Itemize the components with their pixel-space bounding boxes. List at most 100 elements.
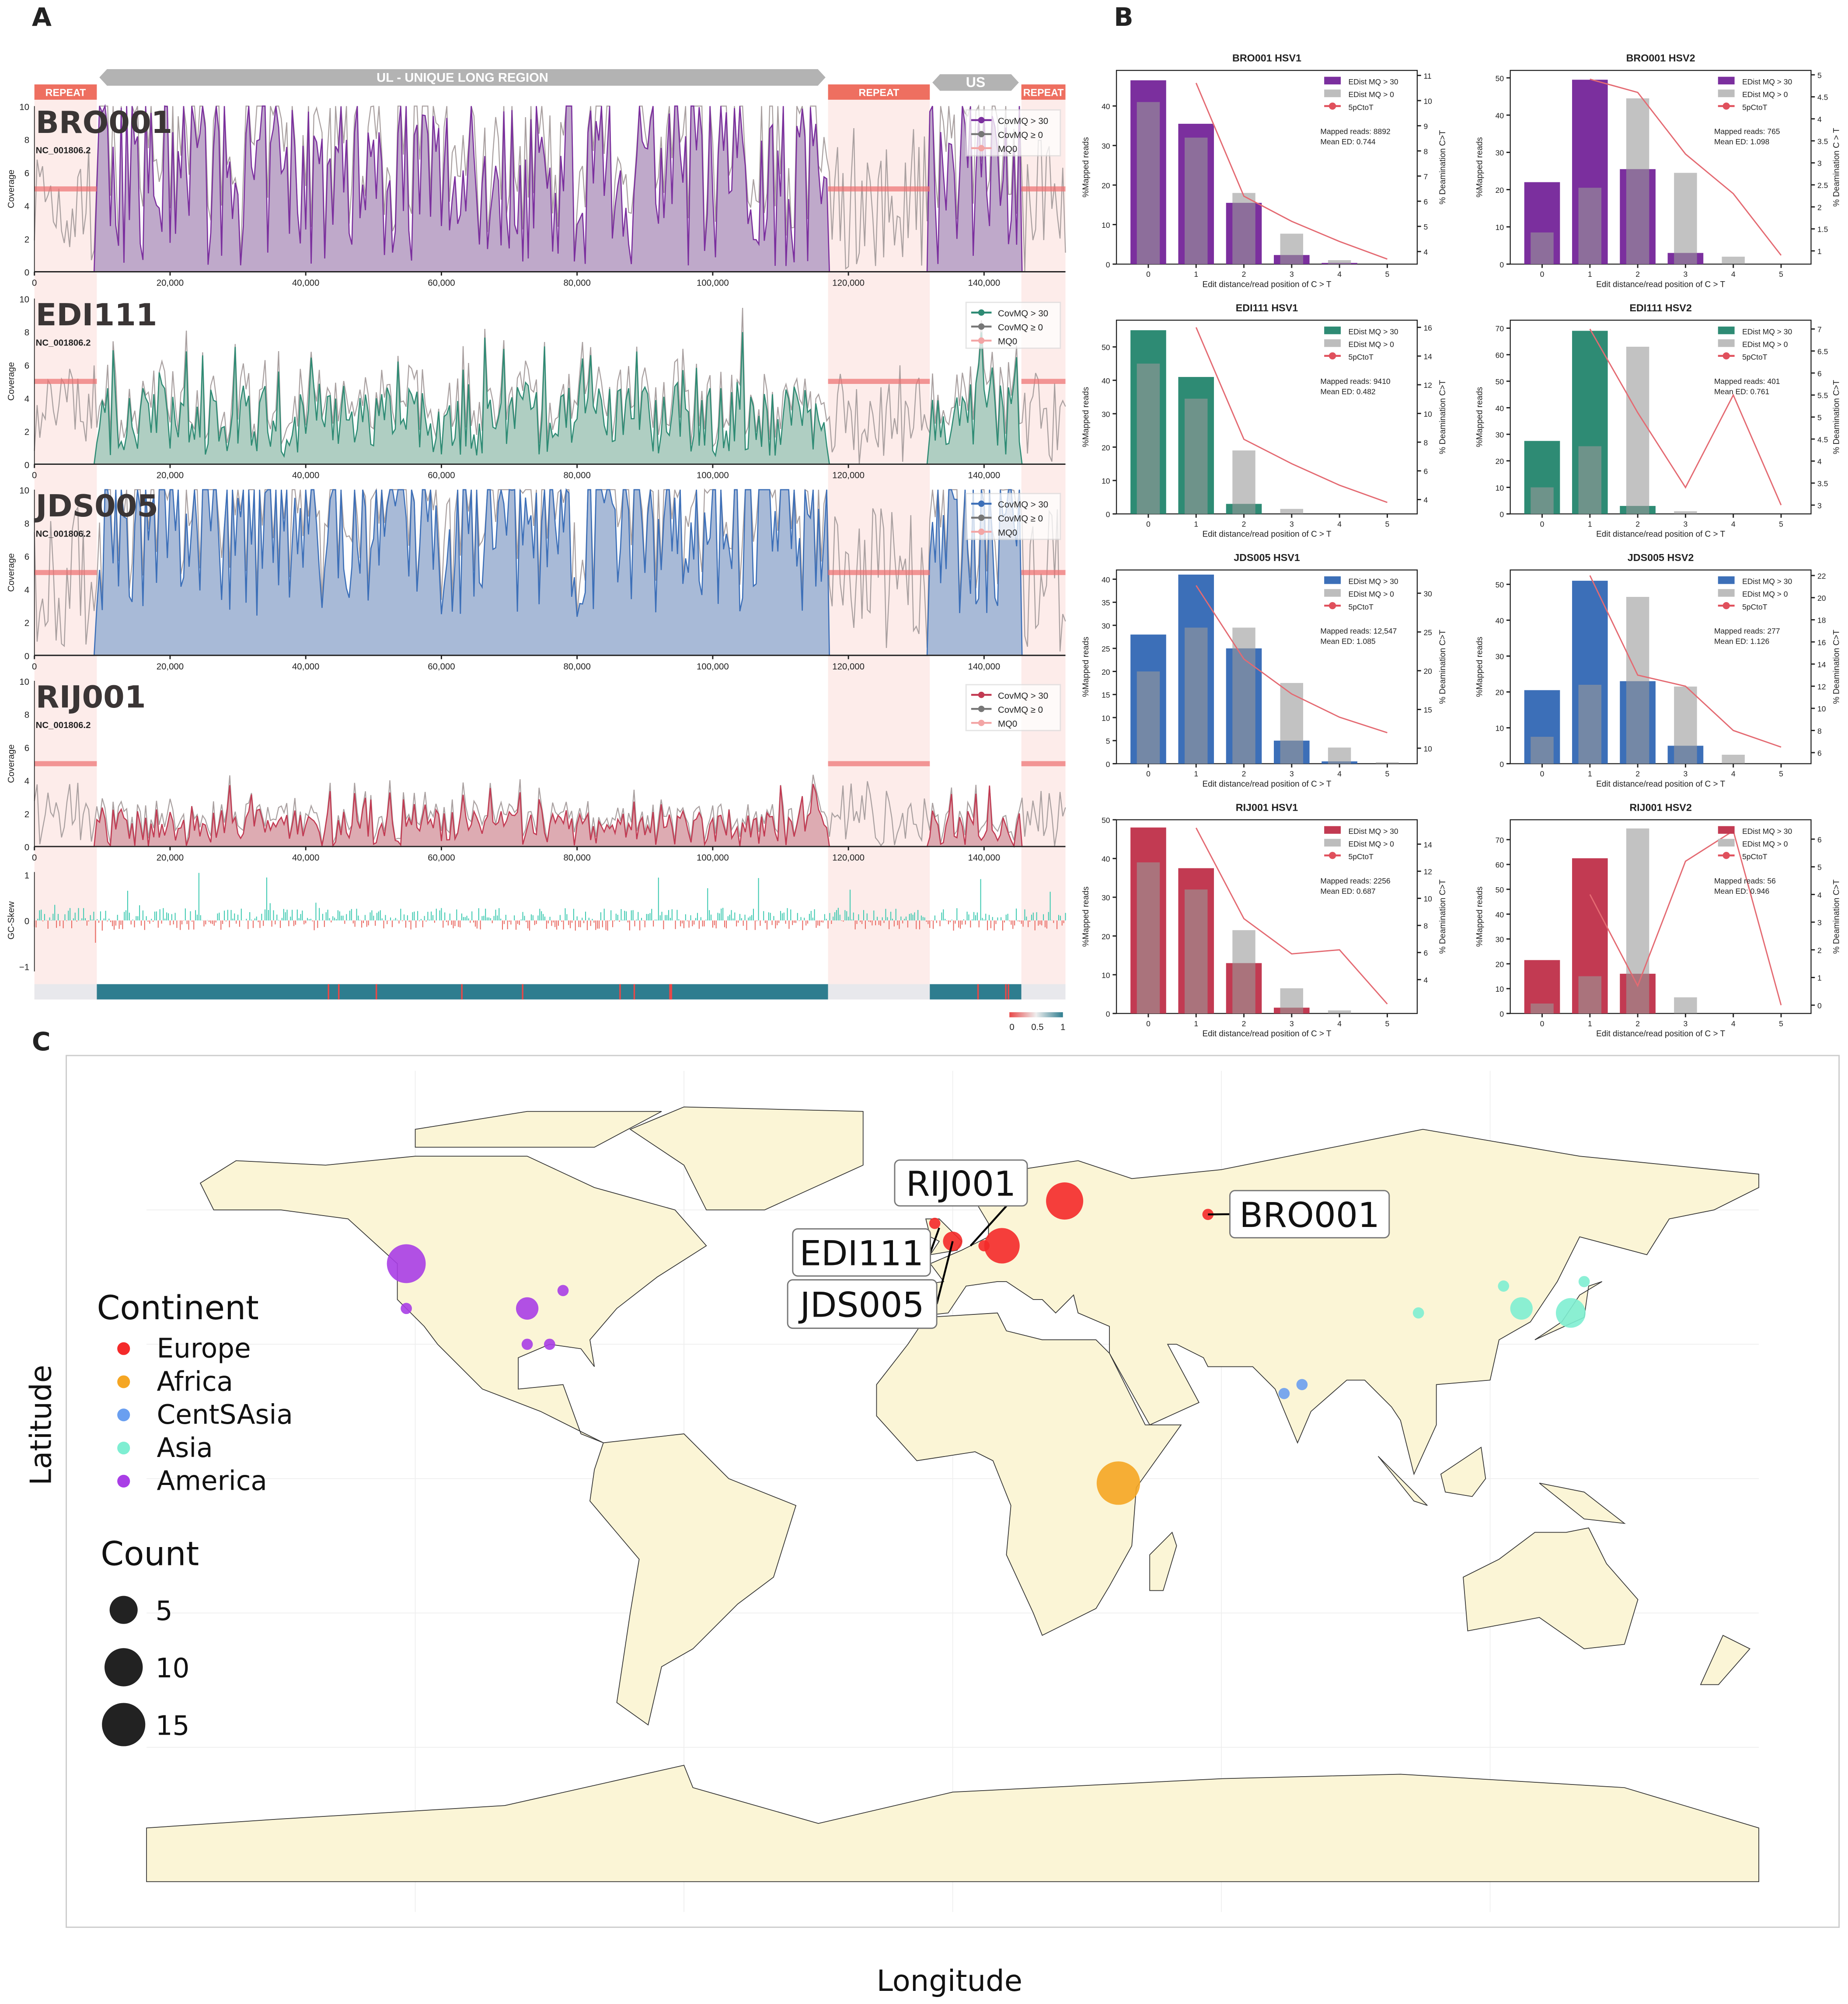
gene-density-mark [338, 984, 340, 1000]
x-tick-label: 80,000 [563, 662, 590, 672]
y2-tick-label: 5 [1817, 863, 1822, 872]
unique-region-arrow [99, 69, 826, 86]
bar-mq0 [1626, 98, 1649, 265]
y-tick-label: 20 [1102, 668, 1110, 676]
y-tick-label: 6 [24, 552, 29, 562]
x-tick-label: 100,000 [697, 471, 729, 481]
bar-mq0 [1185, 627, 1208, 764]
y-tick-label: 0 [24, 268, 29, 278]
y-tick-label: 10 [1102, 971, 1110, 979]
callout-line [936, 1241, 954, 1304]
bar-mq0 [1674, 173, 1697, 265]
bar-mq0 [1722, 754, 1745, 764]
bar-mq0 [1531, 487, 1554, 514]
x-tick-label: 5 [1779, 1019, 1783, 1028]
map-point-america [557, 1285, 569, 1297]
y2-tick-label: 6 [1423, 949, 1428, 958]
panel-label-a: A [32, 2, 52, 32]
legend-marker [1722, 352, 1730, 360]
y-axis-label: %Mapped reads [1081, 387, 1091, 447]
y2-tick-label: 10 [1423, 895, 1432, 903]
legend-label: EDist MQ > 0 [1349, 340, 1395, 349]
deamination-line [1589, 575, 1782, 748]
y2-axis-label: % Deamination C>T [1832, 879, 1841, 954]
y-tick-label: 0 [1499, 260, 1504, 269]
bar-mq0 [1280, 988, 1304, 1014]
y-tick-label: 0 [1106, 760, 1110, 769]
legend-label: 5pCtoT [1742, 353, 1768, 362]
x-axis-label: Edit distance/read position of C > T [1203, 1029, 1332, 1039]
legend-label: MQ0 [998, 528, 1017, 538]
reference-id: NC_001806.2 [36, 146, 91, 155]
bar-mq0 [1626, 828, 1649, 1014]
chart-title: BRO001 HSV1 [1232, 52, 1301, 64]
map-point-america [521, 1338, 533, 1350]
y-tick-label: 70 [1496, 836, 1504, 844]
legend-label: EDist MQ > 30 [1349, 577, 1398, 586]
legend-label: EDist MQ > 30 [1349, 327, 1398, 336]
bar-mq0 [1185, 137, 1208, 265]
x-tick-label: 1 [1588, 519, 1592, 528]
legend-marker [1328, 352, 1336, 360]
plot-area [1116, 320, 1418, 515]
y-tick-label: 10 [19, 102, 29, 112]
x-tick-label: 3 [1290, 1019, 1294, 1028]
x-tick-label: 5 [1385, 770, 1390, 778]
x-tick-label: 5 [1385, 519, 1390, 528]
y-tick-label: 50 [1496, 74, 1504, 83]
y-tick-label: 50 [1496, 377, 1504, 386]
y2-tick-label: 8 [1423, 147, 1428, 156]
y-tick-label: 1 [24, 871, 29, 881]
x-tick-label: 4 [1731, 770, 1736, 778]
mapped-reads-text: Mapped reads: 2256 [1320, 876, 1390, 885]
x-axis-label: Edit distance/read position of C > T [1203, 280, 1332, 289]
y-tick-label: 8 [24, 136, 29, 145]
bar-mq0 [1232, 450, 1255, 514]
gene-density-bar [1021, 984, 1066, 1000]
y2-tick-label: 16 [1817, 638, 1826, 647]
x-tick-label: 2 [1635, 519, 1640, 528]
y2-tick-label: 8 [1817, 727, 1822, 735]
legend-label: EDist MQ > 30 [1742, 77, 1792, 86]
legend-label: EDist MQ > 0 [1742, 340, 1788, 349]
y-axis-label: %Mapped reads [1475, 886, 1485, 947]
x-tick-label: 140,000 [968, 471, 1001, 481]
x-tick-label: 5 [1779, 270, 1783, 279]
x-tick-label: 20,000 [157, 471, 184, 481]
bar-mq0 [1328, 260, 1351, 265]
gene-density-mark [1008, 984, 1009, 1000]
y-axis-label: Coverage [7, 553, 16, 592]
y-tick-label: 20 [1102, 443, 1110, 452]
sample-callout-rij001: RIJ001 [894, 1159, 1028, 1247]
y2-tick-label: 25 [1423, 628, 1432, 637]
x-tick-label: 120,000 [832, 279, 865, 288]
legend-label: 5pCtoT [1742, 852, 1768, 861]
repeat-region-header [828, 84, 930, 100]
y-tick-label: −1 [19, 963, 29, 972]
legend-label: EDist MQ > 30 [1349, 827, 1398, 836]
y-tick-label: 30 [1102, 410, 1110, 418]
legend-marker [978, 117, 985, 123]
y2-tick-label: 4.5 [1817, 93, 1828, 102]
gene-density-bar [34, 984, 97, 1000]
land-north-america [199, 1156, 707, 1443]
x-axis-label: Edit distance/read position of C > T [1596, 1029, 1725, 1039]
bar-mq0 [1578, 446, 1602, 514]
x-tick-label: 0 [1540, 1019, 1545, 1028]
y-tick-label: 60 [1496, 351, 1504, 359]
x-tick-label: 3 [1684, 770, 1688, 778]
legend-label: EDist MQ > 0 [1349, 840, 1395, 848]
x-tick-label: 0 [32, 662, 37, 672]
y-tick-label: 10 [19, 486, 29, 496]
colorbar-tick-label: 0 [1009, 1023, 1014, 1032]
coverage-area-mq30 [34, 784, 1066, 847]
mapped-reads-text: Mapped reads: 8892 [1320, 127, 1390, 136]
y-tick-label: 0 [1106, 260, 1110, 269]
map-point-america [401, 1303, 412, 1314]
y2-tick-label: 3.5 [1817, 137, 1828, 146]
legend-marker [1722, 602, 1730, 610]
y-tick-label: 30 [1102, 142, 1110, 150]
legend-marker [978, 705, 985, 712]
y-tick-label: 0 [1106, 510, 1110, 519]
